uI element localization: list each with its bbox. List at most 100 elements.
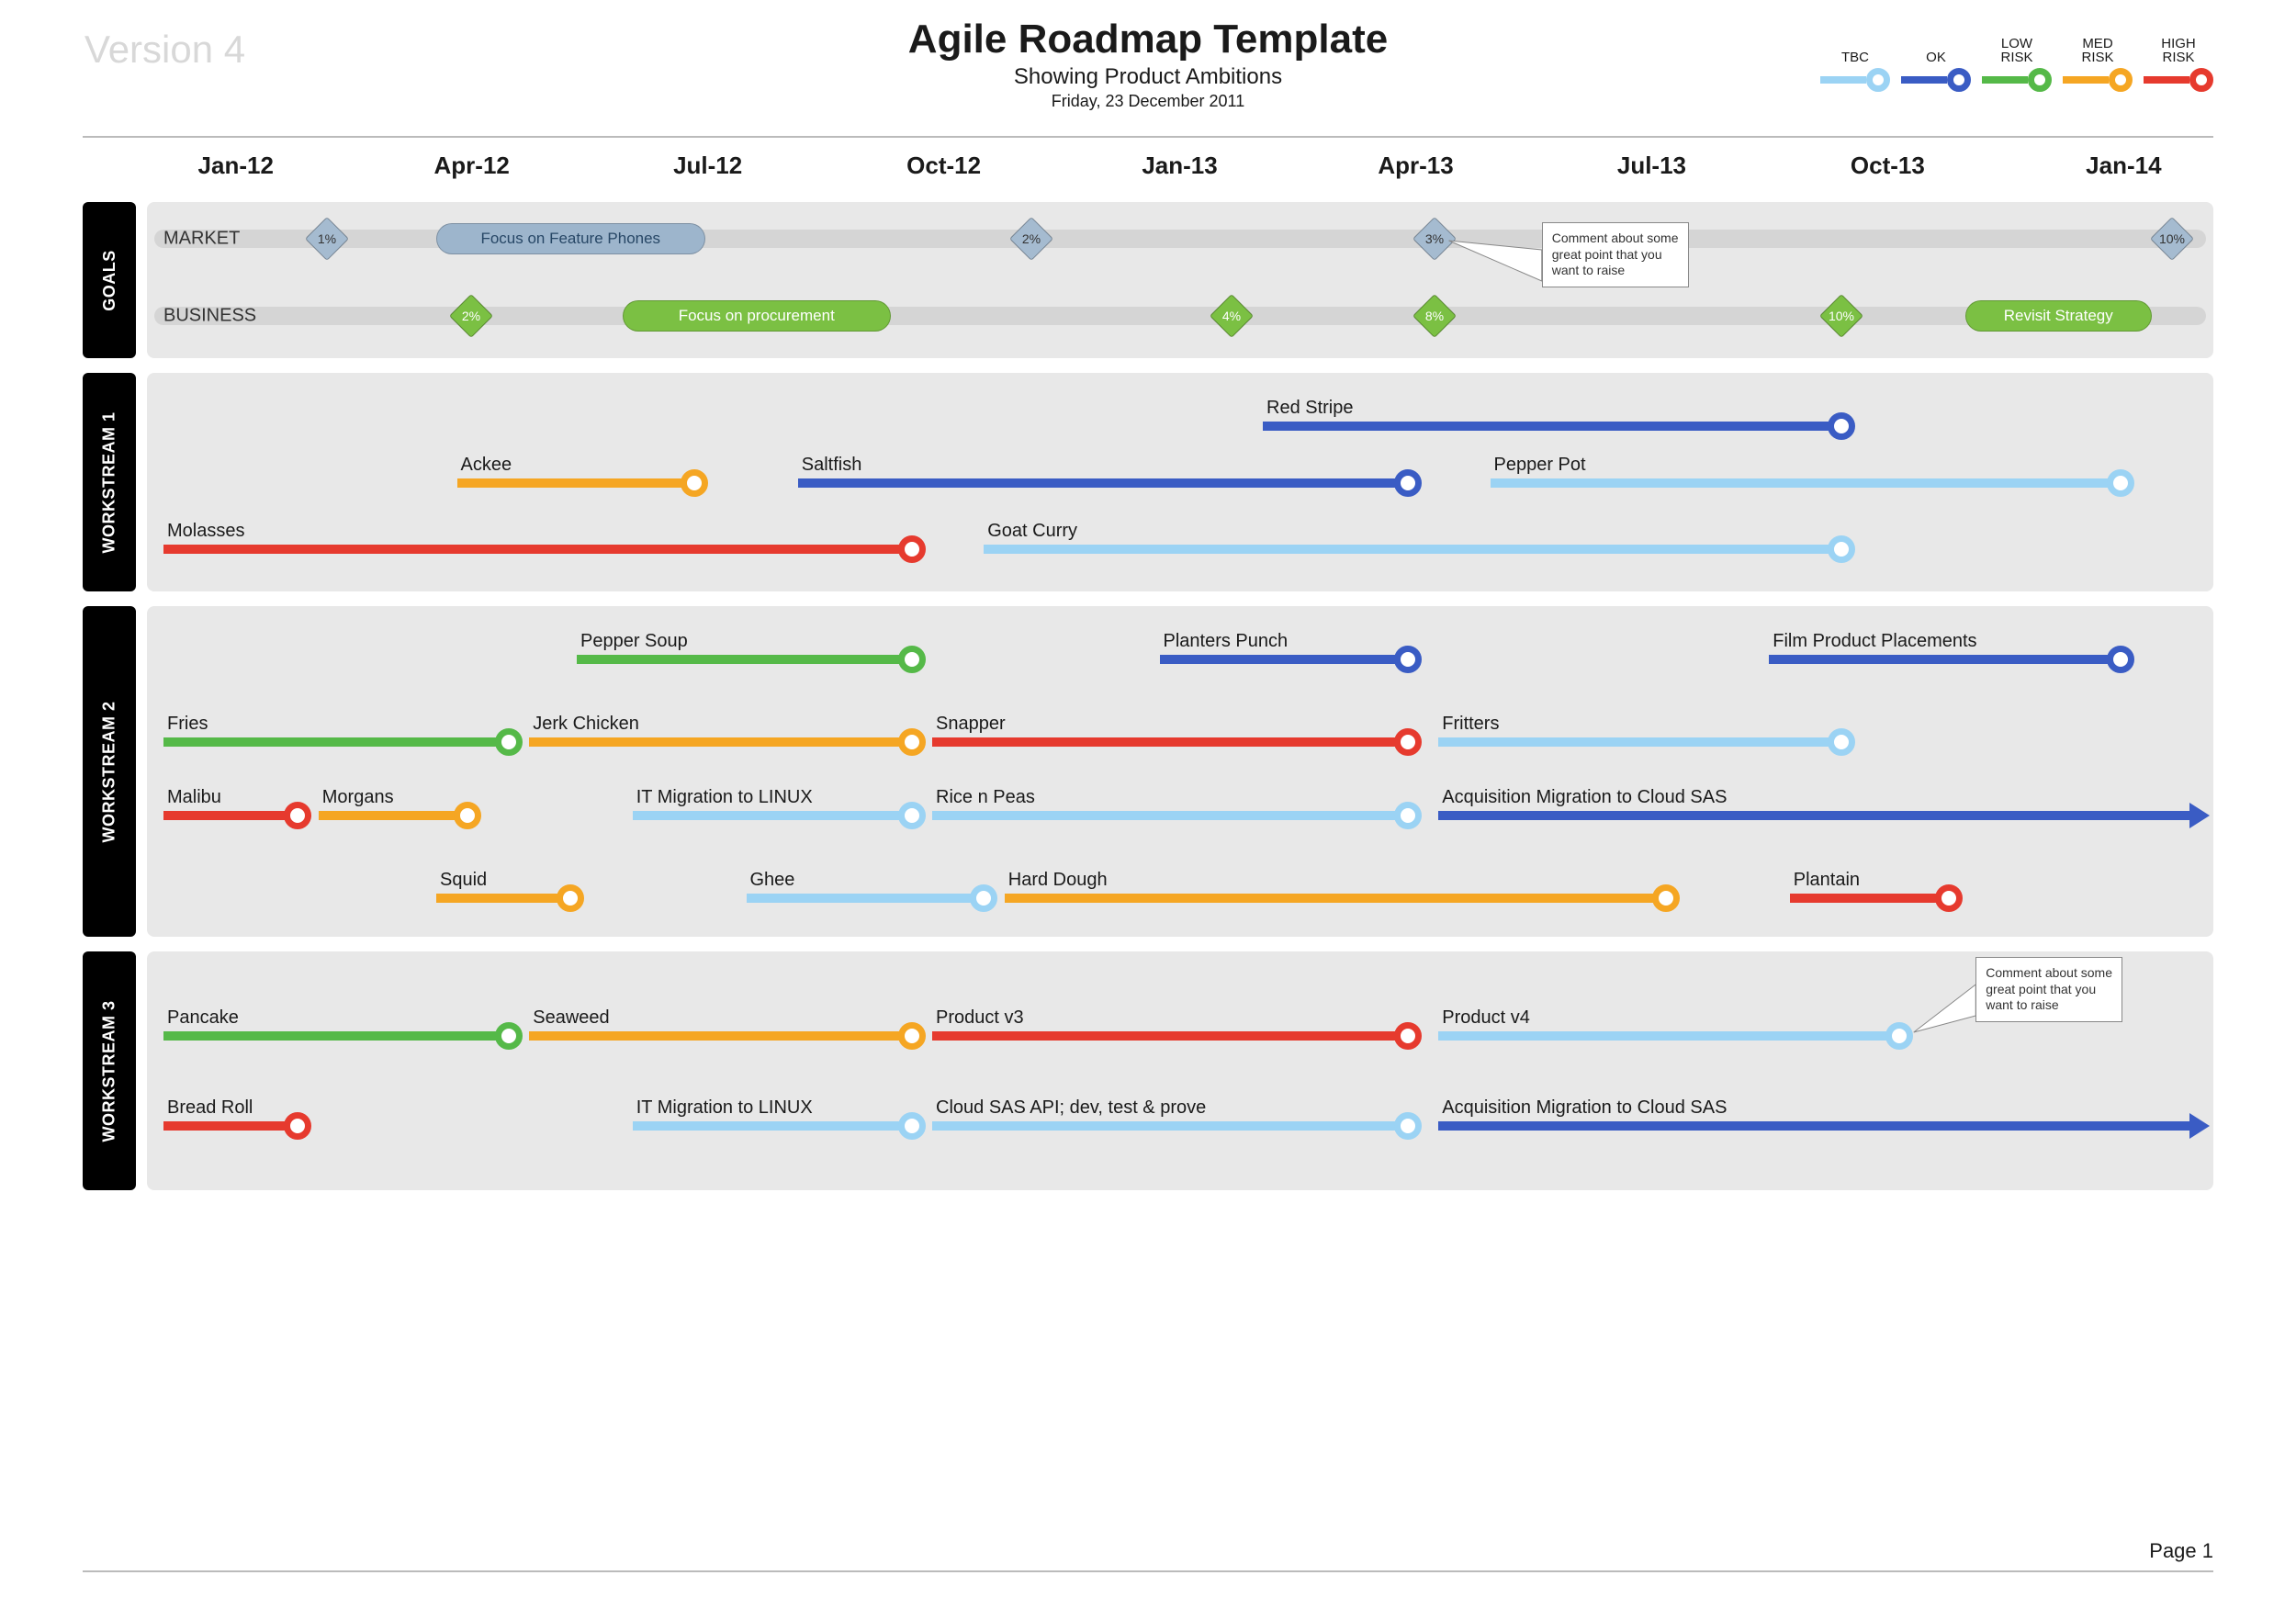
task-bar: Seaweed: [529, 1031, 911, 1041]
task-label: Rice n Peas: [936, 787, 1035, 808]
task-bar: Fries: [163, 737, 509, 747]
page-date: Friday, 23 December 2011: [0, 92, 2296, 111]
comment-pointer: [147, 951, 2213, 1190]
section-tab: WORKSTREAM 2: [83, 606, 136, 937]
task-end-dot: [898, 1022, 926, 1050]
task-bar: Fritters: [1438, 737, 1841, 747]
timeline-month-label: Jul-12: [673, 152, 742, 180]
task-end-dot: [1394, 728, 1422, 756]
task-bar: IT Migration to LINUX: [633, 811, 912, 820]
section-body: Pancake Seaweed Product v3 Product v4 Bread …: [147, 951, 2213, 1190]
legend: TBC OK LOW RISK MED RISKHIGH RISK: [1820, 37, 2213, 92]
task-bar: Acquisition Migration to Cloud SAS: [1438, 811, 2192, 820]
task-bar: Hard Dough: [1005, 894, 1666, 903]
timeline-month-label: Oct-13: [1851, 152, 1925, 180]
milestone-diamond: 3%: [1412, 217, 1457, 261]
task-label: Jerk Chicken: [533, 714, 639, 735]
milestone-diamond: 8%: [1412, 294, 1457, 338]
task-end-dot: [898, 728, 926, 756]
task-label: Ackee: [461, 455, 512, 476]
task-bar: Snapper: [932, 737, 1408, 747]
task-bar: Product v4: [1438, 1031, 1899, 1041]
task-end-dot: [2107, 646, 2134, 673]
milestone-diamond: 2%: [1009, 217, 1053, 261]
task-label: Ghee: [750, 870, 795, 891]
task-bar: Jerk Chicken: [529, 737, 911, 747]
task-bar: Red Stripe: [1263, 422, 1841, 431]
section-tab: WORKSTREAM 1: [83, 373, 136, 591]
section-body: Pepper Soup Planters Punch Film Product Pl…: [147, 606, 2213, 937]
goal-pill: Focus on Feature Phones: [436, 223, 705, 254]
task-bar: Molasses: [163, 545, 912, 554]
timeline-header: Jan-12Apr-12Jul-12Oct-12Jan-13Apr-13Jul-…: [147, 152, 2213, 188]
milestone-value: 10%: [1827, 301, 1856, 331]
milestone-value: 1%: [312, 224, 342, 253]
milestone-diamond: 4%: [1210, 294, 1254, 338]
timeline-month-label: Jan-12: [198, 152, 274, 180]
task-bar: Film Product Placements: [1769, 655, 2121, 664]
timeline-month-label: Apr-13: [1378, 152, 1453, 180]
task-end-arrow: [2189, 1113, 2210, 1139]
milestone-diamond: 2%: [449, 294, 493, 338]
task-bar: Pancake: [163, 1031, 509, 1041]
section-label: WORKSTREAM 3: [100, 1000, 119, 1142]
task-label: Hard Dough: [1008, 870, 1108, 891]
task-end-dot: [1394, 1112, 1422, 1140]
milestone-value: 4%: [1217, 301, 1246, 331]
legend-item: HIGH RISK: [2144, 37, 2213, 92]
milestone-value: 10%: [2157, 224, 2187, 253]
task-end-dot: [1394, 646, 1422, 673]
task-label: Molasses: [167, 521, 244, 542]
task-end-dot: [1394, 1022, 1422, 1050]
comment-box: Comment about some great point that you …: [1542, 222, 1689, 287]
section-tab: GOALS: [83, 202, 136, 358]
timeline-month-label: Oct-12: [906, 152, 981, 180]
section: WORKSTREAM 2 Pepper Soup Planters Punch Fil…: [83, 606, 2213, 937]
legend-item: MED RISK: [2063, 37, 2133, 92]
task-label: Bread Roll: [167, 1097, 253, 1119]
task-label: Pancake: [167, 1007, 239, 1029]
task-bar: Product v3: [932, 1031, 1408, 1041]
legend-bar: [2144, 68, 2213, 92]
legend-bar: [1901, 68, 1971, 92]
page-number: Page 1: [2149, 1539, 2213, 1563]
task-label: Pepper Soup: [580, 631, 688, 652]
task-end-dot: [284, 802, 311, 829]
task-bar: Rice n Peas: [932, 811, 1408, 820]
task-label: Seaweed: [533, 1007, 609, 1029]
legend-item: TBC: [1820, 51, 1890, 92]
task-bar: Plantain: [1790, 894, 1949, 903]
section-tab: WORKSTREAM 3: [83, 951, 136, 1190]
task-end-dot: [1935, 884, 1963, 912]
task-bar: Saltfish: [798, 478, 1408, 488]
task-end-dot: [970, 884, 997, 912]
task-label: Acquisition Migration to Cloud SAS: [1442, 787, 1727, 808]
task-label: Morgans: [322, 787, 394, 808]
comment-box: Comment about some great point that you …: [1975, 957, 2122, 1022]
top-rule: [83, 136, 2213, 138]
legend-item: OK: [1901, 51, 1971, 92]
task-bar: Pepper Pot: [1491, 478, 2121, 488]
section-body: Red Stripe Ackee Saltfish Pepper Pot Molasse…: [147, 373, 2213, 591]
milestone-diamond: 1%: [305, 217, 349, 261]
task-label: Film Product Placements: [1773, 631, 1976, 652]
task-bar: Cloud SAS API; dev, test & prove: [932, 1121, 1408, 1131]
task-label: Red Stripe: [1266, 398, 1354, 419]
goal-pill: Revisit Strategy: [1965, 300, 2152, 332]
task-label: Pepper Pot: [1494, 455, 1586, 476]
milestone-diamond: 10%: [2150, 217, 2194, 261]
legend-label: LOW RISK: [2000, 37, 2032, 64]
task-end-dot: [1394, 469, 1422, 497]
bottom-rule: [83, 1570, 2213, 1572]
timeline-month-label: Jan-14: [2086, 152, 2161, 180]
task-end-dot: [898, 535, 926, 563]
section-label: GOALS: [100, 250, 119, 311]
task-end-dot: [557, 884, 584, 912]
task-end-dot: [1394, 802, 1422, 829]
task-label: Squid: [440, 870, 487, 891]
section: GOALSMARKETBUSINESS1%2%3%10%2%4%8%10%Foc…: [83, 202, 2213, 358]
milestone-value: 8%: [1420, 301, 1449, 331]
task-bar: Planters Punch: [1160, 655, 1408, 664]
task-label: Saltfish: [802, 455, 862, 476]
task-end-dot: [1652, 884, 1680, 912]
